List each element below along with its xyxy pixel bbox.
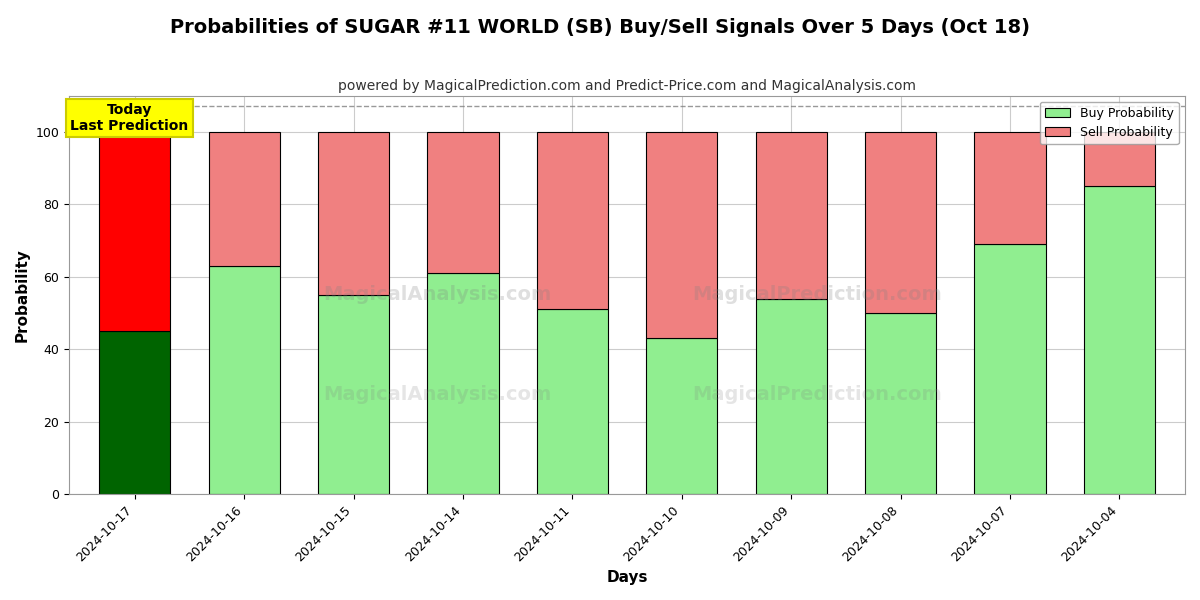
Bar bbox=[974, 132, 1045, 244]
Legend: Buy Probability, Sell Probability: Buy Probability, Sell Probability bbox=[1040, 102, 1178, 144]
Bar bbox=[536, 310, 608, 494]
X-axis label: Days: Days bbox=[606, 570, 648, 585]
Text: MagicalPrediction.com: MagicalPrediction.com bbox=[692, 286, 942, 304]
Bar bbox=[427, 273, 498, 494]
Y-axis label: Probability: Probability bbox=[16, 248, 30, 342]
Text: Probabilities of SUGAR #11 WORLD (SB) Buy/Sell Signals Over 5 Days (Oct 18): Probabilities of SUGAR #11 WORLD (SB) Bu… bbox=[170, 18, 1030, 37]
Bar bbox=[865, 132, 936, 313]
Bar bbox=[536, 132, 608, 310]
Bar bbox=[427, 132, 498, 273]
Bar bbox=[865, 313, 936, 494]
Text: MagicalPrediction.com: MagicalPrediction.com bbox=[692, 385, 942, 404]
Text: MagicalAnalysis.com: MagicalAnalysis.com bbox=[323, 286, 552, 304]
Bar bbox=[756, 132, 827, 299]
Bar bbox=[1084, 186, 1154, 494]
Bar bbox=[318, 132, 389, 295]
Bar bbox=[209, 266, 280, 494]
Bar bbox=[100, 132, 170, 331]
Bar bbox=[647, 132, 718, 338]
Bar bbox=[974, 244, 1045, 494]
Text: MagicalAnalysis.com: MagicalAnalysis.com bbox=[323, 385, 552, 404]
Title: powered by MagicalPrediction.com and Predict-Price.com and MagicalAnalysis.com: powered by MagicalPrediction.com and Pre… bbox=[338, 79, 916, 93]
Bar bbox=[756, 299, 827, 494]
Text: Today
Last Prediction: Today Last Prediction bbox=[70, 103, 188, 133]
Bar bbox=[318, 295, 389, 494]
Bar bbox=[209, 132, 280, 266]
Bar bbox=[1084, 132, 1154, 186]
Bar bbox=[647, 338, 718, 494]
Bar bbox=[100, 331, 170, 494]
